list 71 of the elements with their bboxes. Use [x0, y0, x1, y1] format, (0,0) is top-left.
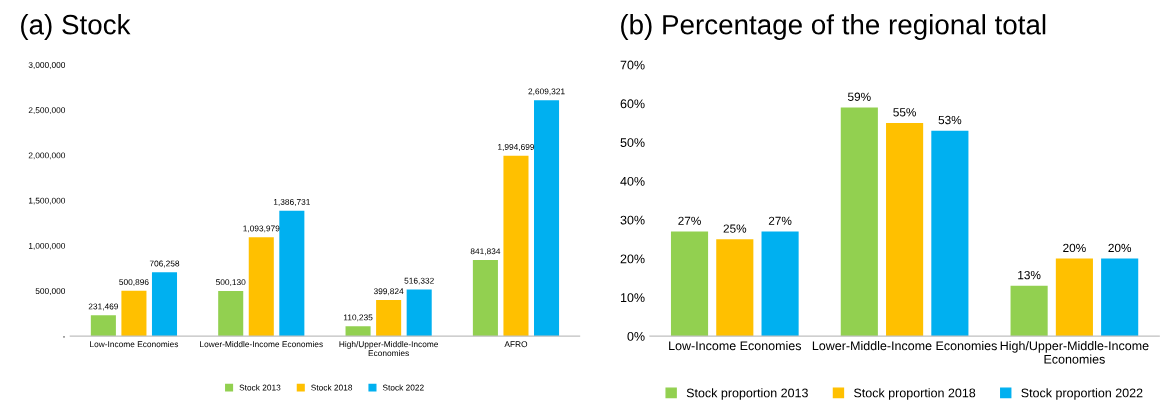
data-label: 20% [1063, 243, 1086, 253]
legend-label: Stock proportion 2013 [686, 388, 808, 400]
bar [1055, 258, 1093, 337]
bar [840, 107, 878, 337]
data-label: 53% [938, 115, 962, 125]
bar [121, 290, 147, 337]
bar [761, 231, 799, 337]
bar [670, 231, 709, 337]
y-tick-label: 20% [620, 254, 645, 264]
y-tick-label: 60% [620, 99, 645, 109]
data-label: 20% [1108, 243, 1132, 253]
bar [90, 315, 116, 337]
bar [503, 155, 529, 337]
y-tick-label: 10% [620, 293, 645, 303]
legend-label: Stock 2013 [239, 384, 281, 391]
data-label: 13% [1018, 270, 1041, 280]
legend-label: Stock proportion 2018 [854, 388, 976, 400]
legend-label: Stock 2018 [311, 384, 353, 391]
data-label: 841,834 [470, 248, 501, 256]
data-label: 1,994,699 [498, 144, 535, 151]
y-tick-label: 0% [627, 331, 645, 341]
y-tick-label: 50% [620, 138, 645, 147]
bar [151, 272, 178, 337]
y-tick-label: 30% [620, 215, 645, 225]
bar [716, 239, 754, 337]
bar [886, 122, 924, 337]
y-tick-label: - [62, 336, 66, 338]
y-tick-label: 2,000,000 [28, 152, 66, 160]
data-label: 55% [893, 108, 916, 117]
bar [534, 100, 560, 337]
bar [376, 299, 402, 337]
bar [472, 260, 498, 337]
legend-label: Stock 2022 [382, 384, 424, 391]
data-label: 25% [723, 224, 747, 233]
y-tick-label: 500,000 [35, 288, 66, 296]
chart-title: (a) Stock [21, 14, 131, 40]
x-tick-label: High/Upper-Middle-Income Economies [1000, 341, 1149, 364]
data-label: 500,896 [119, 279, 149, 287]
bar [1101, 258, 1139, 337]
data-label: 59% [847, 92, 871, 101]
y-tick-label: 2,500,000 [28, 107, 66, 115]
x-tick-label: Low-Income Economies [90, 341, 179, 348]
data-label: 231,469 [88, 303, 119, 311]
y-tick-label: 3,000,000 [28, 62, 66, 69]
y-tick-label: 1,500,000 [28, 197, 66, 205]
data-label: 516,332 [404, 277, 434, 285]
data-label: 27% [678, 216, 701, 225]
x-tick-label: High/Upper-Middle-Income Economies [339, 341, 439, 357]
legend-label: Stock proportion 2022 [1021, 388, 1143, 400]
bar [345, 326, 371, 337]
bar [406, 289, 432, 337]
bar [218, 290, 244, 337]
chart-title: (b) Percentage of the regional total [621, 14, 1046, 41]
data-label: 706,258 [149, 260, 180, 268]
data-label: 399,824 [373, 288, 404, 296]
y-tick-label: 70% [620, 60, 645, 70]
y-tick-label: 40% [620, 176, 645, 186]
bar [1010, 285, 1048, 337]
x-tick-label: AFRO [504, 341, 528, 348]
x-tick-label: Lower-Middle-Income Economies [812, 341, 997, 351]
data-label: 1,386,731 [273, 199, 310, 206]
bar [248, 237, 274, 337]
x-tick-label: Low-Income Economies [669, 341, 802, 351]
y-tick-label: 1,000,000 [28, 242, 66, 250]
data-label: 27% [768, 216, 792, 225]
bar [279, 210, 305, 337]
data-label: 110,235 [343, 314, 373, 322]
bar [931, 130, 969, 337]
x-tick-label: Lower-Middle-Income Economies [200, 341, 323, 348]
data-label: 500,130 [215, 279, 246, 287]
data-label: 2,609,321 [528, 88, 565, 96]
